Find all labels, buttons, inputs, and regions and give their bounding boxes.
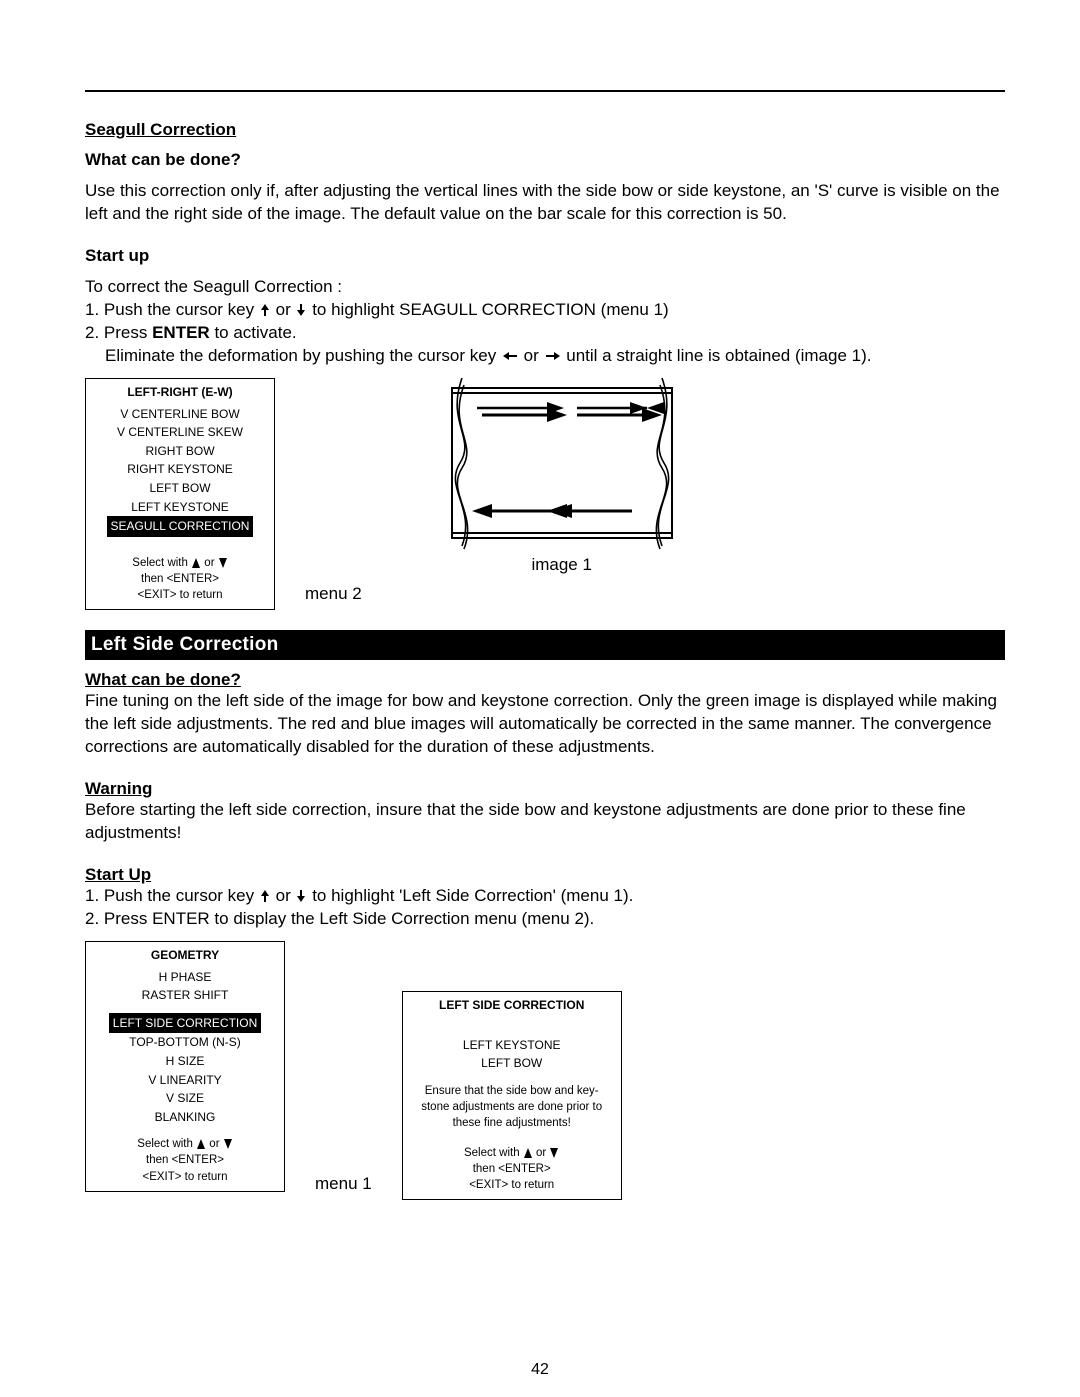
seagull-what-heading: What can be done?	[85, 150, 1005, 170]
leftside-warning-heading: Warning	[85, 779, 1005, 799]
seagull-step2-detail: Eliminate the deformation by pushing the…	[85, 345, 1005, 368]
image1-wrap: image 1	[432, 378, 692, 575]
menu-item: RASTER SHIFT	[90, 986, 280, 1005]
menu-item: H SIZE	[90, 1052, 280, 1071]
menu-lr-title: LEFT-RIGHT (E-W)	[90, 385, 270, 399]
menu-item: V CENTERLINE SKEW	[90, 423, 270, 442]
text: or	[536, 1147, 549, 1159]
menu-lsc-title: LEFT SIDE CORRECTION	[407, 998, 617, 1012]
text: to activate.	[210, 323, 297, 342]
arrow-down-icon	[218, 557, 228, 569]
arrow-down-icon	[223, 1138, 233, 1150]
menu-lsc-box: LEFT SIDE CORRECTION LEFT KEYSTONE LEFT …	[402, 991, 622, 1201]
text: or	[276, 886, 296, 905]
leftside-menus-row: GEOMETRY H PHASE RASTER SHIFT LEFT SIDE …	[85, 941, 1005, 1201]
menu-lr-items: V CENTERLINE BOW V CENTERLINE SKEW RIGHT…	[90, 405, 270, 537]
text: or	[204, 557, 217, 569]
menu1-caption: menu 1	[315, 1174, 372, 1200]
menu-lr-box: LEFT-RIGHT (E-W) V CENTERLINE BOW V CENT…	[85, 378, 275, 610]
leftside-what-text: Fine tuning on the left side of the imag…	[85, 690, 1005, 759]
text: Select with	[464, 1147, 523, 1159]
leftside-step1: 1. Push the cursor key or to highlight '…	[85, 885, 1005, 908]
arrow-down-icon	[549, 1147, 559, 1159]
leftside-startup-heading: Start Up	[85, 865, 1005, 885]
leftside-warning-text: Before starting the left side correction…	[85, 799, 1005, 845]
menu-item: H PHASE	[90, 968, 280, 987]
text: to highlight SEAGULL CORRECTION (menu 1)	[312, 300, 669, 319]
text: or	[524, 346, 544, 365]
menu-item: V SIZE	[90, 1089, 280, 1108]
seagull-title: Seagull Correction	[85, 120, 1005, 140]
text: <EXIT> to return	[407, 1177, 617, 1193]
menu-item: BLANKING	[90, 1108, 280, 1127]
menu-item: LEFT KEYSTONE	[90, 498, 270, 517]
page: Seagull Correction What can be done? Use…	[0, 0, 1080, 1397]
text: then <ENTER>	[407, 1161, 617, 1177]
arrow-up-icon	[196, 1138, 206, 1150]
seagull-step2: 2. Press ENTER to activate.	[85, 322, 1005, 345]
page-number: 42	[0, 1361, 1080, 1379]
menu-item: LEFT BOW	[407, 1054, 617, 1073]
arrow-left-icon	[501, 350, 519, 362]
leftside-step2: 2. Press ENTER to display the Left Side …	[85, 908, 1005, 931]
text: Eliminate the deformation by pushing the…	[105, 346, 501, 365]
text: 1. Push the cursor key	[85, 886, 259, 905]
text: or	[209, 1138, 222, 1150]
menu-geometry-title: GEOMETRY	[90, 948, 280, 962]
menu-lsc-items: LEFT KEYSTONE LEFT BOW	[407, 1036, 617, 1073]
menu-geometry-footer: Select with or then <ENTER> <EXIT> to re…	[90, 1136, 280, 1184]
menu-lsc-footer: Select with or then <ENTER> <EXIT> to re…	[407, 1145, 617, 1193]
seagull-step1: 1. Push the cursor key or to highlight S…	[85, 299, 1005, 322]
seagull-figure-row: LEFT-RIGHT (E-W) V CENTERLINE BOW V CENT…	[85, 378, 1005, 610]
text: <EXIT> to return	[90, 587, 270, 603]
menu-item: V LINEARITY	[90, 1071, 280, 1090]
text: Select with	[132, 557, 191, 569]
text: 1. Push the cursor key	[85, 300, 259, 319]
arrow-up-icon	[259, 888, 271, 904]
text: to highlight 'Left Side Correction' (men…	[312, 886, 633, 905]
menu2-caption: menu 2	[305, 584, 362, 610]
menu-item: RIGHT BOW	[90, 442, 270, 461]
arrow-down-icon	[295, 888, 307, 904]
text: until a straight line is obtained (image…	[566, 346, 871, 365]
text: Select with	[137, 1138, 196, 1150]
text: then <ENTER>	[90, 571, 270, 587]
seagull-startup-intro: To correct the Seagull Correction :	[85, 276, 1005, 299]
arrow-right-icon	[544, 350, 562, 362]
text: then <ENTER>	[90, 1152, 280, 1168]
menu-item: RIGHT KEYSTONE	[90, 460, 270, 479]
seagull-diagram-arrows	[432, 383, 692, 553]
menu-item: LEFT BOW	[90, 479, 270, 498]
menu-lsc-note: Ensure that the side bow and key-stone a…	[407, 1083, 617, 1131]
arrow-up-icon	[191, 557, 201, 569]
arrow-up-icon	[523, 1147, 533, 1159]
menu-item-selected: SEAGULL CORRECTION	[107, 516, 254, 537]
menu-geometry-box: GEOMETRY H PHASE RASTER SHIFT LEFT SIDE …	[85, 941, 285, 1192]
menu-lr-footer: Select with or then <ENTER> <EXIT> to re…	[90, 555, 270, 603]
seagull-startup-heading: Start up	[85, 246, 1005, 266]
menu-item-selected: LEFT SIDE CORRECTION	[109, 1013, 261, 1034]
menu-item: LEFT KEYSTONE	[407, 1036, 617, 1055]
text: 2. Press	[85, 323, 152, 342]
menu-geometry-items: H PHASE RASTER SHIFT LEFT SIDE CORRECTIO…	[90, 968, 280, 1127]
text: or	[276, 300, 296, 319]
leftside-bar: Left Side Correction	[85, 630, 1005, 660]
top-rule	[85, 90, 1005, 92]
leftside-what-heading: What can be done?	[85, 670, 1005, 690]
menu-item: V CENTERLINE BOW	[90, 405, 270, 424]
menu-item: TOP-BOTTOM (N-S)	[90, 1033, 280, 1052]
enter-bold: ENTER	[152, 323, 210, 342]
arrow-down-icon	[295, 302, 307, 318]
image1-caption: image 1	[432, 555, 692, 575]
arrow-up-icon	[259, 302, 271, 318]
seagull-what-text: Use this correction only if, after adjus…	[85, 180, 1005, 226]
text: <EXIT> to return	[90, 1169, 280, 1185]
